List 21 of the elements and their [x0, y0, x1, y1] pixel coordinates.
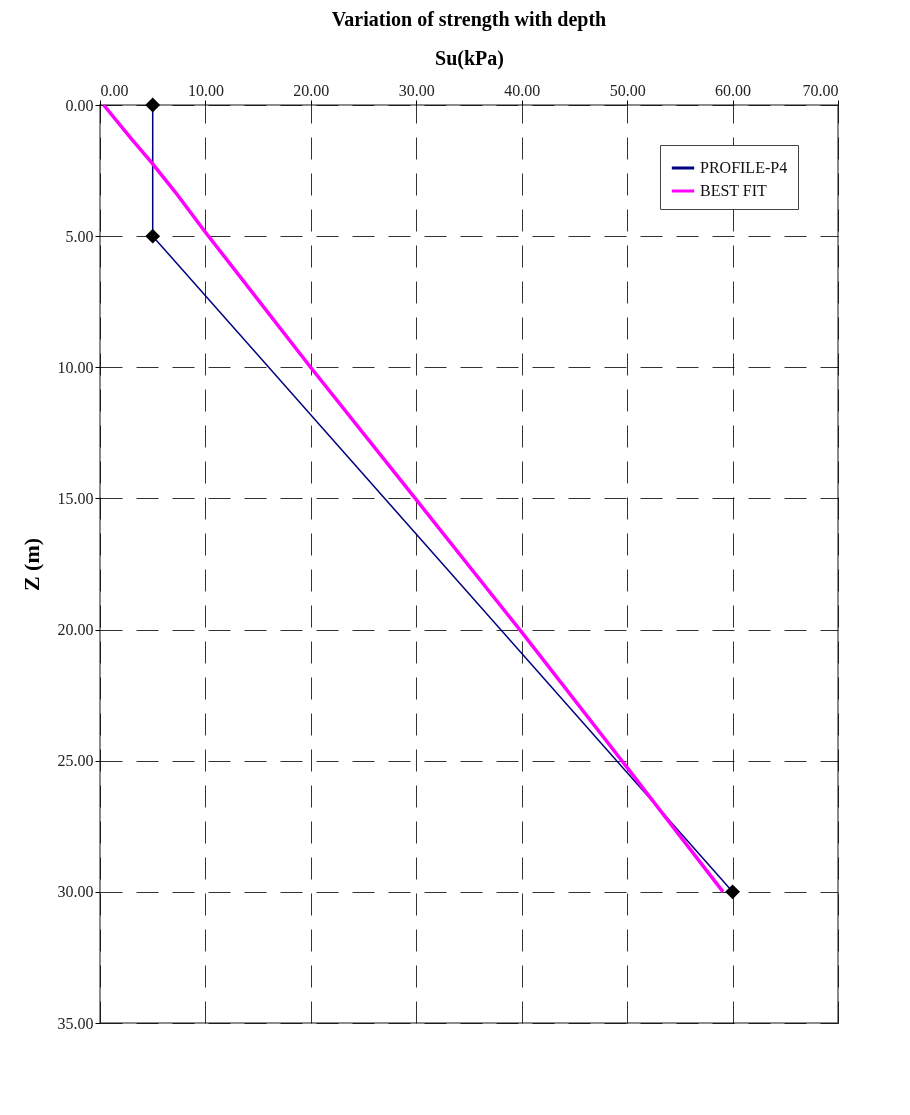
y-tick-label: 35.00	[57, 1014, 94, 1032]
x-tick-label: 60.00	[715, 81, 752, 99]
y-tick-label: 30.00	[57, 883, 94, 901]
y-tick-label: 20.00	[57, 621, 94, 639]
x-tick-label: 50.00	[609, 81, 646, 99]
x-tick-label: 30.00	[398, 81, 435, 99]
y-tick-label: 10.00	[57, 358, 94, 376]
x-tick-label: 40.00	[504, 81, 541, 99]
x-axis-title: Su(kPa)	[435, 46, 504, 70]
x-tick-label: 20.00	[293, 81, 330, 99]
y-tick-label: 5.00	[65, 227, 94, 245]
y-tick-label: 0.00	[65, 96, 94, 114]
chart-title: Variation of strength with depth	[331, 8, 607, 31]
x-tick-label: 70.00	[802, 81, 839, 99]
x-tick-label: 0.00	[100, 81, 129, 99]
y-tick-label: 15.00	[57, 489, 94, 507]
y-tick-label: 25.00	[57, 752, 94, 770]
y-axis-title: Z (m)	[18, 537, 44, 592]
legend-label: BEST FIT	[700, 182, 768, 199]
x-tick-label: 10.00	[187, 81, 224, 99]
legend-label: PROFILE-P4	[700, 159, 788, 176]
